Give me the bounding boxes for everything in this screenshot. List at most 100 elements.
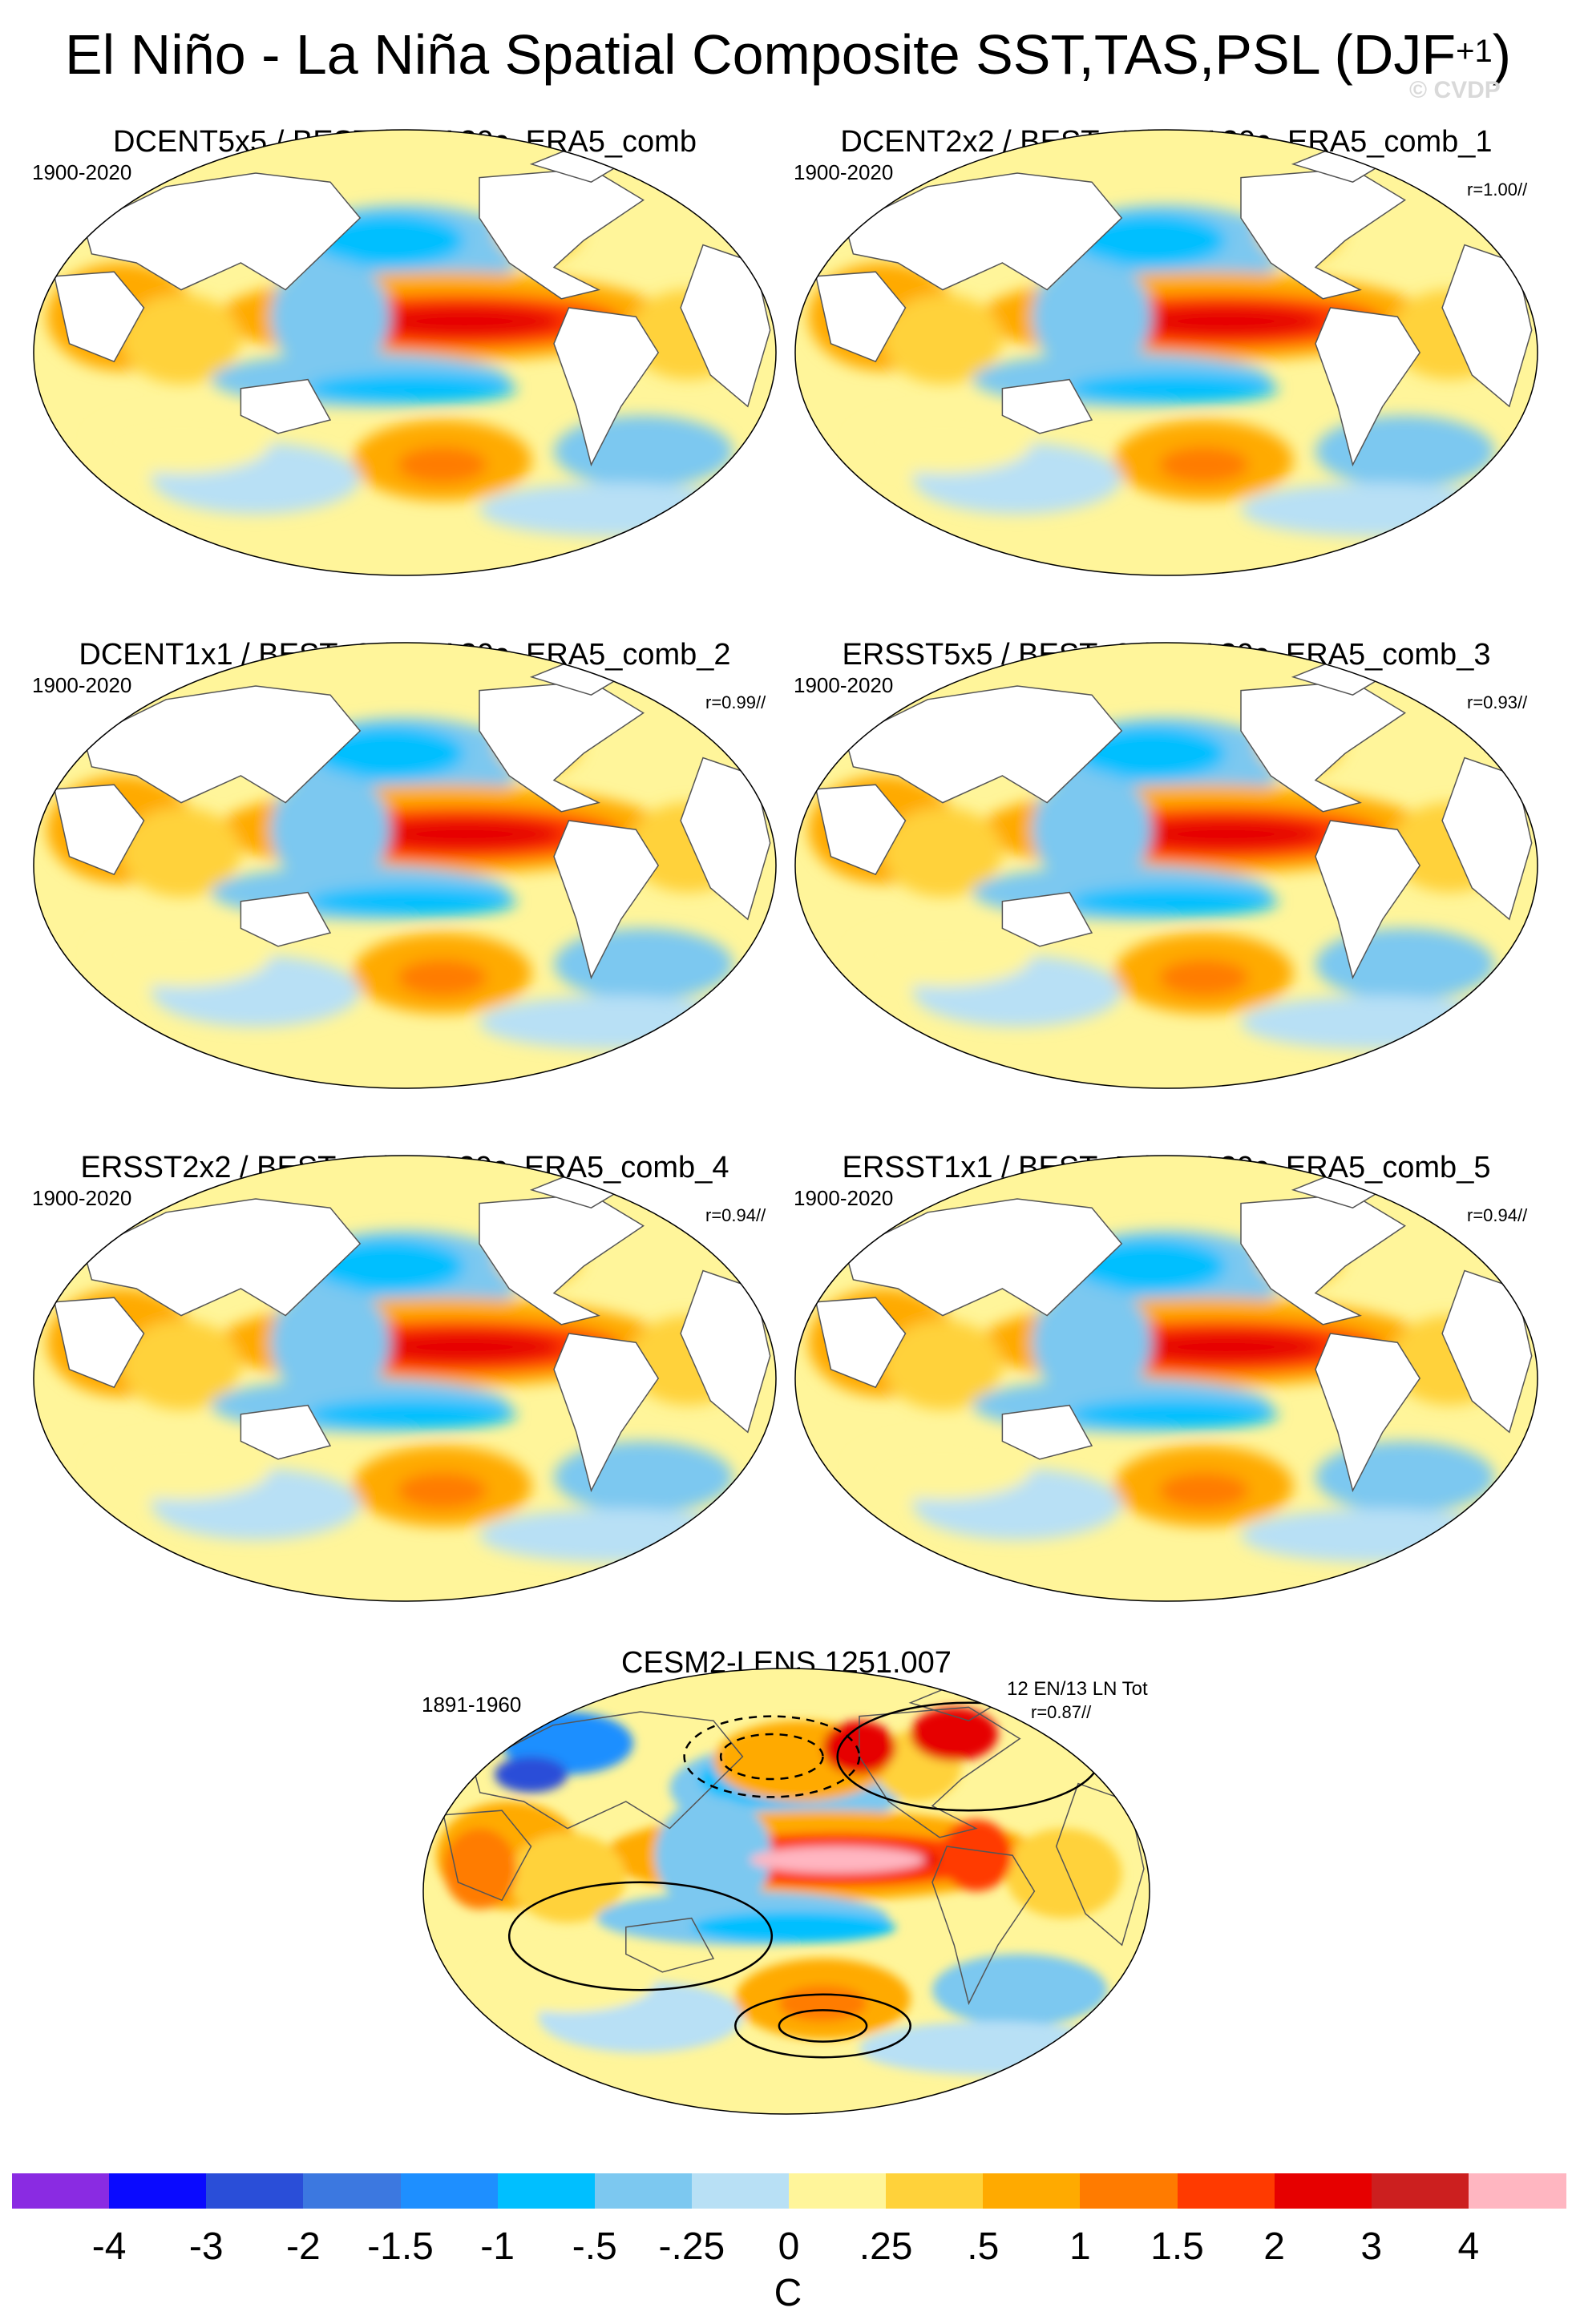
continent-outline: [814, 271, 907, 363]
continent-outline: [814, 784, 907, 876]
anomaly-region: [1032, 1284, 1152, 1401]
land-mask: [53, 145, 771, 467]
panel-correlation: r=0.93//: [1467, 692, 1528, 712]
colorbar-box: [594, 2173, 693, 2209]
psl-contour: [734, 1993, 911, 2059]
anomaly-region: [1241, 995, 1509, 1050]
continent-outline: [931, 1846, 1036, 2006]
anomaly-region: [397, 1472, 487, 1509]
colorbar-tick-label: -.25: [658, 2225, 725, 2268]
anomaly-region: [1069, 373, 1279, 405]
anomaly-region: [443, 1828, 517, 1910]
colorbar-box: [983, 2173, 1081, 2209]
psl-contour: [683, 1715, 861, 1798]
colorbar-tick-label: -2: [286, 2225, 321, 2268]
anomaly-region: [1069, 886, 1279, 918]
map-border: [33, 129, 777, 576]
map-6: [794, 1155, 1538, 1602]
panel-correlation: r=0.99//: [705, 692, 766, 712]
anomaly-region: [1032, 771, 1152, 888]
land-mask: [53, 1171, 771, 1493]
continent-outline: [625, 1917, 715, 1973]
continent-outline: [845, 685, 1123, 804]
psl-contour: [778, 2009, 868, 2043]
colorbar-tick-label: .25: [859, 2225, 913, 2268]
continent-outline: [859, 1706, 1021, 1838]
colorbar-tick-label: 1: [1069, 2225, 1091, 2268]
anomaly-region: [270, 771, 390, 888]
continent-outline: [553, 1333, 660, 1493]
anomaly-region: [750, 1846, 925, 1874]
continent-outline: [1315, 307, 1421, 467]
continent-outline: [1240, 1193, 1406, 1325]
continent-outline: [83, 172, 362, 291]
panel-correlation: r=0.94//: [705, 1205, 766, 1225]
psl-contour: [507, 1881, 774, 1991]
panel-period: 1891-1960: [422, 1693, 522, 1717]
anomaly-field: [46, 1216, 748, 1563]
colorbar-box: [1468, 2173, 1566, 2209]
colorbar-tick-label: 1.5: [1150, 2225, 1204, 2268]
map-3: [33, 642, 777, 1089]
colorbar-box: [12, 2173, 110, 2209]
continent-outline: [845, 1198, 1123, 1317]
anomaly-region: [270, 258, 390, 375]
panel-period: 1900-2020: [32, 1186, 132, 1210]
anomaly-region: [853, 410, 1032, 474]
colorbar-box: [886, 2173, 984, 2209]
continent-outline: [1240, 167, 1406, 300]
continent-outline: [53, 784, 145, 876]
anomaly-region: [270, 1284, 390, 1401]
colorbar-box: [691, 2173, 790, 2209]
anomaly-region: [315, 726, 465, 781]
map-border: [33, 1155, 777, 1602]
anomaly-region: [853, 923, 1032, 987]
colorbar-tick-label: -1: [480, 2225, 515, 2268]
colorbar-box: [1080, 2173, 1178, 2209]
map-7: [422, 1668, 1150, 2115]
panel-correlation: r=0.87//: [1031, 1702, 1092, 1722]
colorbar-tick-label: 3: [1360, 2225, 1383, 2268]
anomaly-region: [1069, 1398, 1279, 1430]
colorbar-units: C: [774, 2272, 802, 2314]
colorbar-tick-label: -3: [188, 2225, 224, 2268]
map-5: [33, 1155, 777, 1602]
anomaly-region: [1077, 1239, 1226, 1293]
anomaly-region: [308, 1398, 517, 1430]
anomaly-region: [367, 1331, 562, 1363]
continent-outline: [442, 1810, 532, 1902]
continent-outline: [240, 891, 332, 947]
anomaly-region: [1032, 258, 1152, 375]
continent-outline: [553, 307, 660, 467]
anomaly-region: [1158, 959, 1249, 996]
anomaly-region: [1077, 726, 1226, 781]
map-border: [422, 1668, 1150, 2115]
anomaly-region: [91, 923, 271, 987]
continent-outline: [1315, 820, 1421, 980]
anomaly-region: [367, 818, 562, 850]
colorbar-box: [497, 2173, 596, 2209]
land-mask: [814, 145, 1533, 467]
continent-outline: [83, 1198, 362, 1317]
continent-outline: [471, 1711, 744, 1830]
map-1: [33, 129, 777, 576]
panel-period: 1900-2020: [794, 160, 894, 184]
colorbar-box: [109, 2173, 207, 2209]
land-mask: [814, 1171, 1533, 1493]
anomaly-region: [853, 1436, 1032, 1500]
colorbar: [12, 2173, 1566, 2217]
anomaly-region: [1158, 446, 1249, 483]
land-mask: [53, 658, 771, 980]
anomaly-region: [121, 1320, 241, 1410]
anomaly-region: [859, 2021, 1122, 2076]
map-4: [794, 642, 1538, 1089]
panel-period: 1900-2020: [32, 673, 132, 697]
continent-outline: [479, 680, 645, 813]
anomaly-region: [397, 446, 487, 483]
anomaly-region: [308, 886, 517, 918]
colorbar-box: [1274, 2173, 1372, 2209]
anomaly-region: [1005, 1828, 1122, 1919]
colorbar-box: [303, 2173, 401, 2209]
continent-outline: [479, 167, 645, 300]
anomaly-region: [315, 1239, 465, 1293]
